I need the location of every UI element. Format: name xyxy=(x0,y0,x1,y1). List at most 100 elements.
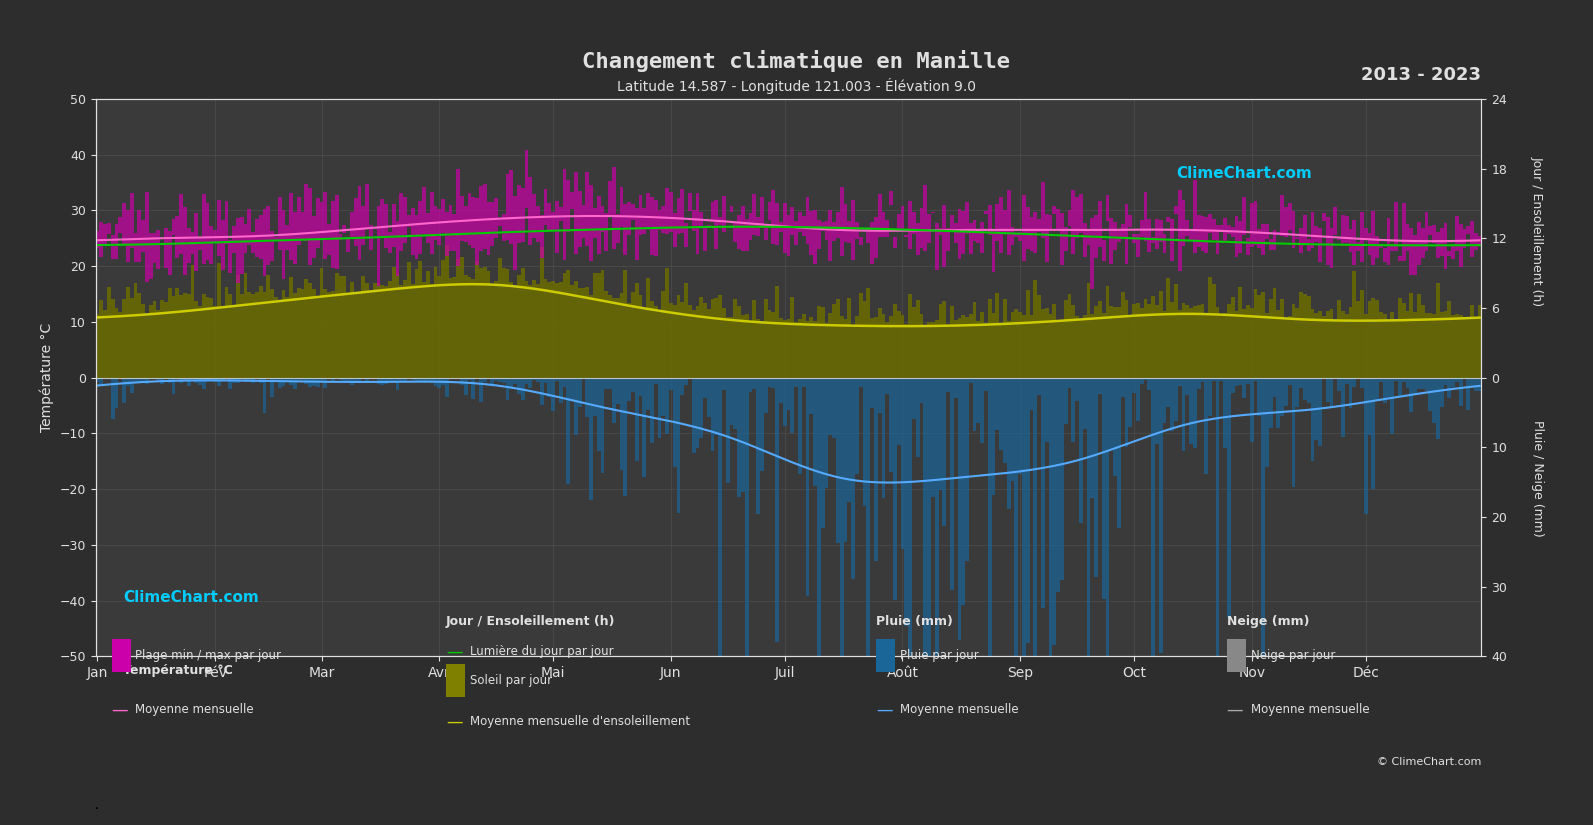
Bar xyxy=(524,281,529,378)
Bar xyxy=(760,197,765,229)
Bar xyxy=(1399,256,1402,262)
Bar xyxy=(362,378,365,380)
Bar xyxy=(1185,305,1188,378)
Bar xyxy=(801,378,806,387)
Bar xyxy=(666,378,669,434)
Bar xyxy=(1227,378,1231,618)
Bar xyxy=(924,378,927,825)
Bar xyxy=(634,208,639,260)
Bar xyxy=(1215,224,1220,254)
Bar xyxy=(1410,229,1413,275)
Bar xyxy=(1147,378,1152,390)
Bar xyxy=(1015,309,1018,378)
Bar xyxy=(1391,244,1394,251)
Bar xyxy=(859,293,862,378)
Bar xyxy=(1243,309,1246,378)
Bar xyxy=(357,292,362,378)
Bar xyxy=(573,281,578,378)
Bar xyxy=(707,378,710,417)
Bar xyxy=(768,202,771,220)
Bar xyxy=(840,316,844,378)
Bar xyxy=(210,378,213,380)
Bar xyxy=(1098,300,1102,378)
Bar xyxy=(1251,203,1254,247)
Bar xyxy=(1470,221,1474,257)
Bar xyxy=(996,378,999,431)
Bar xyxy=(573,378,578,436)
Bar xyxy=(1220,314,1223,378)
Bar xyxy=(548,282,551,378)
Bar xyxy=(277,299,282,378)
Bar xyxy=(441,200,444,233)
Bar xyxy=(346,237,350,252)
Bar xyxy=(285,225,290,250)
Bar xyxy=(573,172,578,253)
Bar xyxy=(1067,210,1072,226)
Bar xyxy=(1262,378,1265,683)
Bar xyxy=(1451,314,1454,378)
Bar xyxy=(597,196,601,253)
Bar xyxy=(1166,216,1171,222)
Bar xyxy=(1281,299,1284,378)
Bar xyxy=(1078,378,1083,523)
Bar xyxy=(384,286,389,378)
Bar xyxy=(1284,207,1287,237)
Bar xyxy=(1273,289,1276,378)
Bar xyxy=(1306,378,1311,403)
Bar xyxy=(1254,378,1257,381)
Text: —: — xyxy=(1227,700,1243,719)
Bar xyxy=(1064,227,1067,251)
Bar xyxy=(1451,245,1454,260)
Bar xyxy=(403,378,406,382)
Bar xyxy=(1029,314,1034,378)
Bar xyxy=(164,378,167,379)
Bar xyxy=(342,225,346,233)
Bar xyxy=(1251,308,1254,378)
Bar xyxy=(290,276,293,378)
Bar xyxy=(1322,213,1325,221)
Bar xyxy=(919,208,924,248)
Bar xyxy=(1045,308,1048,378)
Bar xyxy=(327,292,331,378)
Bar xyxy=(505,378,510,400)
Bar xyxy=(878,378,881,413)
Bar xyxy=(581,288,585,378)
Bar xyxy=(703,228,707,252)
Bar xyxy=(441,378,444,385)
Bar xyxy=(862,378,867,507)
Bar xyxy=(1333,320,1337,378)
Bar xyxy=(96,314,99,378)
Bar xyxy=(961,211,965,254)
Bar xyxy=(1155,305,1158,378)
Bar xyxy=(817,378,820,677)
Bar xyxy=(425,378,430,382)
Bar xyxy=(301,289,304,378)
Bar xyxy=(444,245,449,378)
Bar xyxy=(1109,378,1114,450)
Bar xyxy=(505,174,510,240)
Bar xyxy=(323,378,327,388)
Bar xyxy=(346,293,350,378)
Bar xyxy=(315,378,320,387)
Bar xyxy=(1281,196,1284,237)
Bar xyxy=(164,229,167,268)
Bar xyxy=(1215,307,1220,378)
Bar xyxy=(1144,378,1147,380)
Bar xyxy=(252,295,255,378)
Bar xyxy=(479,186,483,251)
Bar xyxy=(597,273,601,378)
Bar xyxy=(832,222,836,241)
Bar xyxy=(946,229,949,251)
Bar xyxy=(1257,295,1262,378)
Bar xyxy=(153,233,156,263)
Bar xyxy=(327,224,331,255)
Bar xyxy=(425,271,430,378)
Bar xyxy=(123,378,126,403)
Bar xyxy=(897,311,900,378)
Bar xyxy=(1394,319,1399,378)
Bar xyxy=(1243,197,1246,235)
Bar xyxy=(320,202,323,239)
Bar xyxy=(1086,378,1090,820)
Bar xyxy=(609,181,612,217)
Bar xyxy=(244,378,247,383)
